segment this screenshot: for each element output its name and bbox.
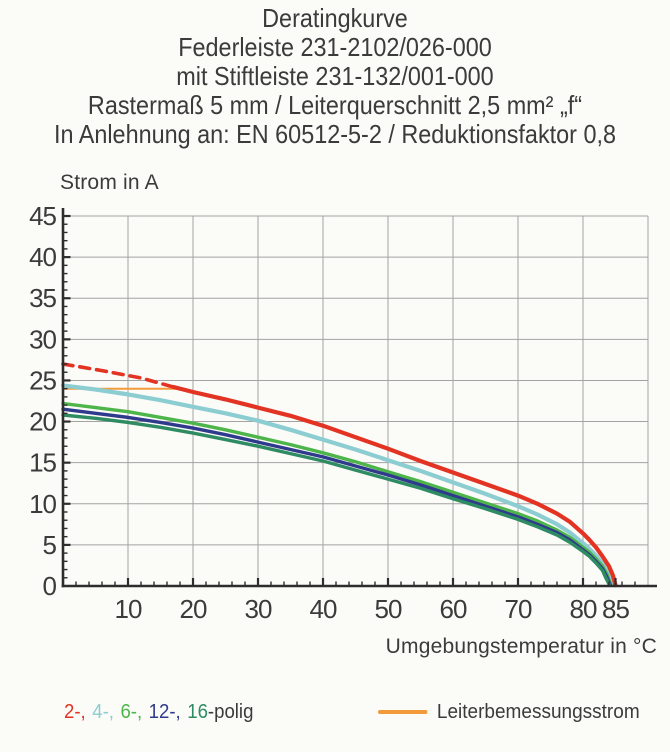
x-tick-label: 20 xyxy=(180,594,207,624)
derating-curves xyxy=(60,362,618,588)
x-tick-label: 30 xyxy=(245,594,272,624)
x-tick-label: 40 xyxy=(310,594,337,624)
x-tick-label: 50 xyxy=(375,594,402,624)
chart-title-block: Deratingkurve Federleiste 231-2102/026-0… xyxy=(34,4,637,149)
x-tick-label: 60 xyxy=(440,594,467,624)
x-tick-label: 10 xyxy=(115,594,142,624)
title-line-4: Rastermaß 5 mm / Leiterquerschnitt 2,5 m… xyxy=(87,90,583,120)
rated-current-line-swatch xyxy=(378,710,428,714)
y-tick-label: 20 xyxy=(29,407,56,437)
title-line-1: Deratingkurve xyxy=(262,3,408,33)
legend-pole-item: 16 xyxy=(187,701,208,723)
x-tick-label: 85 xyxy=(602,594,629,624)
title-line-2: Federleiste 231-2102/026-000 xyxy=(178,32,492,62)
y-tick-label: 5 xyxy=(43,530,57,560)
curve-2-polig-gestrichelt-oberhalb-leiterbemessungsstrom- xyxy=(61,362,176,389)
y-tick-label: 10 xyxy=(29,489,56,519)
title-line-3: mit Stiftleiste 231-132/001-000 xyxy=(176,61,494,91)
legend-pole-suffix: -polig xyxy=(207,701,254,723)
legend-pole-item: 12-, xyxy=(148,701,181,723)
curve-6-polig xyxy=(61,401,613,587)
x-tick-label: 70 xyxy=(505,594,532,624)
x-axis-title: Umgebungstemperatur in °C xyxy=(385,635,657,658)
curve-16-polig xyxy=(61,413,612,587)
y-tick-label: 45 xyxy=(29,201,56,231)
y-tick-label: 40 xyxy=(29,242,56,272)
tick-labels: 0 5 10 15 20 25 30 35 40 45 10 20 30 40 50 60 70 80 85 xyxy=(29,201,630,624)
x-tick-label: 80 xyxy=(570,594,597,624)
legend-pole-counts: 2-, 4-, 6-, 12-, 16-polig xyxy=(64,701,253,724)
legend-pole-item: 2-, xyxy=(64,701,86,723)
curve-4-polig xyxy=(60,383,614,588)
rated-current-label: Leiterbemessungsstrom xyxy=(436,700,640,723)
y-axis-title: Strom in A xyxy=(60,171,159,194)
y-tick-label: 30 xyxy=(29,324,56,354)
axes xyxy=(61,208,657,588)
legend-rated-current: Leiterbemessungsstrom xyxy=(378,699,640,725)
curve-12-polig xyxy=(61,407,612,587)
y-tick-label: 15 xyxy=(29,448,56,478)
y-tick-label: 25 xyxy=(29,365,56,395)
legend-pole-item: 4-, xyxy=(92,701,114,723)
title-line-5: In Anlehnung an: EN 60512-5-2 / Reduktio… xyxy=(54,119,616,149)
y-tick-label: 0 xyxy=(43,571,57,601)
legend-pole-item: 6-, xyxy=(120,701,143,723)
curve-2-polig xyxy=(171,384,618,588)
y-tick-label: 35 xyxy=(29,283,56,313)
